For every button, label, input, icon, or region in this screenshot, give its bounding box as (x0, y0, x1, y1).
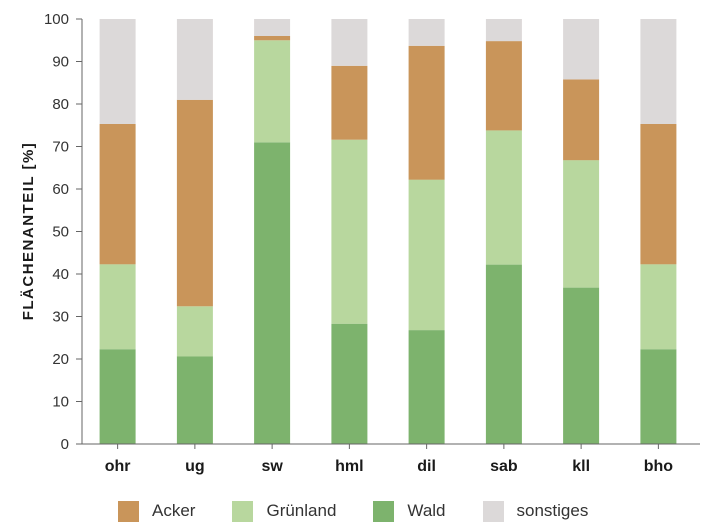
bar-dil-wald (408, 330, 445, 444)
x-tick-label-kll: kll (572, 458, 590, 475)
bar-sab-sonstiges (485, 19, 522, 42)
legend-item-acker: Acker (118, 500, 196, 522)
y-tick-label: 70 (52, 139, 69, 156)
y-tick-label: 50 (52, 224, 69, 241)
bar-kll-sonstiges (563, 19, 600, 80)
x-tick-label-sab: sab (490, 458, 518, 475)
y-tick-label: 80 (52, 96, 69, 113)
x-tick-label-hml: hml (335, 458, 363, 475)
legend-swatch (482, 500, 504, 522)
bar-sab-acker (485, 41, 522, 131)
bar-ug-grnland (176, 306, 213, 357)
legend-label: Grünland (266, 501, 337, 520)
bar-dil-acker (408, 45, 445, 180)
bar-hml-grnland (331, 139, 368, 324)
y-tick-label: 100 (44, 11, 69, 28)
legend-label: Wald (407, 501, 446, 520)
bar-bho-wald (640, 349, 677, 444)
bar-ug-wald (176, 356, 213, 444)
bar-ohr-sonstiges (99, 19, 136, 124)
legend-swatch (232, 500, 254, 522)
bar-ug-acker (176, 99, 213, 307)
legend-item-sonstiges: sonstiges (482, 500, 589, 522)
bar-sw-wald (254, 142, 291, 445)
y-axis-title: FLÄCHENANTEIL [%] (20, 142, 37, 321)
legend-item-wald: Wald (373, 500, 446, 522)
bar-ohr-grnland (99, 264, 136, 350)
legend-item-grnland: Grünland (232, 500, 337, 522)
bars (99, 19, 677, 445)
bar-sw-acker (254, 36, 291, 41)
x-tick-label-bho: bho (644, 458, 674, 475)
legend-swatch (373, 500, 395, 522)
x-axis: ohr ug sw hml dil sab kll bho (82, 443, 700, 475)
bar-bho-sonstiges (640, 19, 677, 124)
bar-dil-grnland (408, 179, 445, 331)
bar-dil-sonstiges (408, 19, 445, 46)
bar-hml-acker (331, 65, 368, 140)
y-axis: 0 10 20 30 40 50 60 70 80 90 100 (44, 11, 83, 453)
y-tick-label: 90 (52, 54, 69, 71)
x-tick-label-ug: ug (185, 458, 205, 475)
bar-ug-sonstiges (176, 19, 213, 100)
bar-ohr-acker (99, 124, 136, 265)
y-tick-label: 30 (52, 309, 69, 326)
y-tick-label: 60 (52, 181, 69, 198)
x-tick-label-dil: dil (417, 458, 436, 475)
bar-kll-wald (563, 287, 600, 444)
legend: Acker Grünland Wald sonstiges (118, 498, 625, 524)
y-tick-label: 20 (52, 351, 69, 368)
bar-sab-grnland (485, 130, 522, 265)
bar-kll-acker (563, 79, 600, 161)
bar-sw-grnland (254, 40, 291, 143)
y-tick-label: 40 (52, 266, 69, 283)
x-tick-label-ohr: ohr (105, 458, 131, 475)
legend-label: sonstiges (516, 501, 589, 520)
bar-ohr-wald (99, 349, 136, 444)
bar-hml-wald (331, 323, 368, 444)
bar-sab-wald (485, 264, 522, 444)
bar-kll-grnland (563, 160, 600, 288)
y-tick-label: 10 (52, 394, 69, 411)
bar-hml-sonstiges (331, 19, 368, 66)
bar-bho-acker (640, 124, 677, 265)
x-tick-label-sw: sw (261, 458, 283, 475)
legend-label: Acker (152, 501, 196, 520)
bar-sw-sonstiges (254, 19, 291, 36)
legend-swatch (118, 500, 139, 522)
stacked-bar-chart: 0 10 20 30 40 50 60 70 80 90 100 ohr ug sw hml dil sab k… (20, 11, 700, 475)
y-tick-label: 0 (61, 436, 69, 453)
bar-bho-grnland (640, 264, 677, 350)
